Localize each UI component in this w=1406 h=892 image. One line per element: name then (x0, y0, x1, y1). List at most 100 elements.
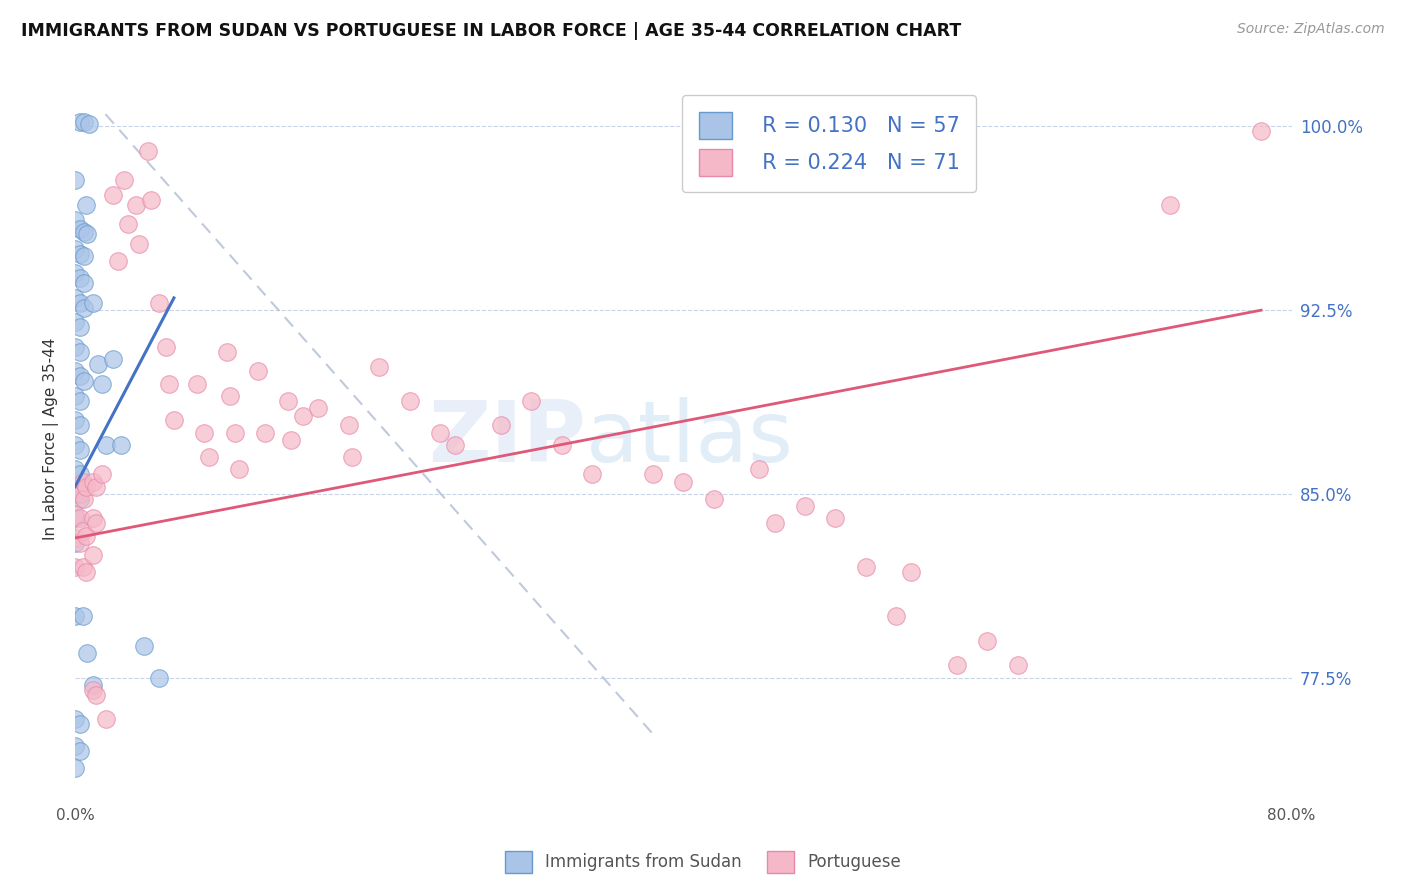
Point (946, 658, 969, 673)
Point (76, 227, 98, 242)
Point (69, 393, 91, 408)
Point (75, 198, 97, 212)
Point (855, 560, 877, 574)
Point (69, 418, 91, 433)
Point (148, 295, 170, 310)
Point (900, 566, 922, 580)
Point (63, 340, 86, 354)
Point (63, 462, 86, 476)
Point (63, 315, 86, 329)
Point (73, 114, 96, 128)
Point (69, 295, 91, 310)
Point (198, 450, 221, 465)
Point (101, 188, 124, 202)
Point (117, 218, 139, 232)
Point (86, 516, 108, 531)
Point (72, 524, 94, 538)
Point (581, 467, 603, 482)
Point (73, 374, 96, 388)
Point (139, 193, 162, 207)
Point (550, 438, 572, 452)
Point (63, 212, 86, 227)
Point (368, 359, 391, 374)
Point (69, 717, 91, 731)
Point (1250, 124, 1272, 138)
Point (69, 247, 91, 261)
Text: atlas: atlas (586, 397, 794, 480)
Point (82, 678, 104, 692)
Point (824, 511, 846, 525)
Point (87, 357, 110, 371)
Point (69, 487, 91, 501)
Point (63, 739, 86, 754)
Point (76, 646, 98, 660)
Point (224, 425, 246, 440)
Point (794, 499, 817, 513)
Point (63, 438, 86, 452)
Point (63, 560, 86, 574)
Point (110, 438, 132, 452)
Point (148, 671, 170, 685)
Point (69, 344, 91, 359)
Point (132, 639, 155, 653)
Point (63, 609, 86, 624)
Point (69, 744, 91, 758)
Point (976, 634, 998, 648)
Point (277, 393, 299, 408)
Point (1007, 658, 1029, 673)
Point (63, 242, 86, 256)
Point (72, 560, 94, 574)
Point (73, 225, 96, 239)
Legend: Immigrants from Sudan, Portuguese: Immigrants from Sudan, Portuguese (499, 845, 907, 880)
Point (75, 479, 97, 493)
Point (69, 320, 91, 334)
Point (82, 511, 104, 525)
Point (63, 761, 86, 775)
Point (489, 418, 512, 433)
Point (75, 566, 97, 580)
Point (641, 467, 664, 482)
Point (748, 462, 770, 476)
Point (63, 291, 86, 305)
Point (69, 467, 91, 482)
Point (398, 393, 420, 408)
Text: Source: ZipAtlas.com: Source: ZipAtlas.com (1237, 22, 1385, 37)
Point (63, 531, 86, 545)
Point (82, 475, 104, 489)
Point (254, 425, 277, 440)
Point (672, 475, 695, 489)
Point (86, 688, 108, 702)
Point (69, 491, 91, 506)
Point (69, 114, 91, 128)
Point (63, 364, 86, 378)
Point (429, 425, 451, 440)
Point (63, 712, 86, 726)
Point (107, 254, 129, 268)
Point (69, 222, 91, 236)
Point (125, 198, 148, 212)
Point (217, 344, 239, 359)
Text: ZIP: ZIP (429, 397, 586, 480)
Point (69, 442, 91, 457)
Point (72, 475, 94, 489)
Point (280, 433, 302, 447)
Point (91, 467, 114, 482)
Point (69, 369, 91, 384)
Point (703, 491, 725, 506)
Point (292, 409, 315, 423)
Point (72, 609, 94, 624)
Point (63, 507, 86, 521)
Point (884, 609, 907, 624)
Point (63, 536, 86, 550)
Text: IMMIGRANTS FROM SUDAN VS PORTUGUESE IN LABOR FORCE | AGE 35-44 CORRELATION CHART: IMMIGRANTS FROM SUDAN VS PORTUGUESE IN L… (21, 22, 962, 40)
Point (307, 401, 329, 416)
Point (63, 482, 86, 496)
Point (136, 144, 159, 158)
Point (340, 450, 363, 465)
Point (63, 267, 86, 281)
Point (69, 271, 91, 285)
Legend:   R = 0.130   N = 57,   R = 0.224   N = 71: R = 0.130 N = 57, R = 0.224 N = 71 (682, 95, 976, 193)
Point (228, 462, 250, 476)
Point (63, 173, 86, 187)
Point (155, 340, 177, 354)
